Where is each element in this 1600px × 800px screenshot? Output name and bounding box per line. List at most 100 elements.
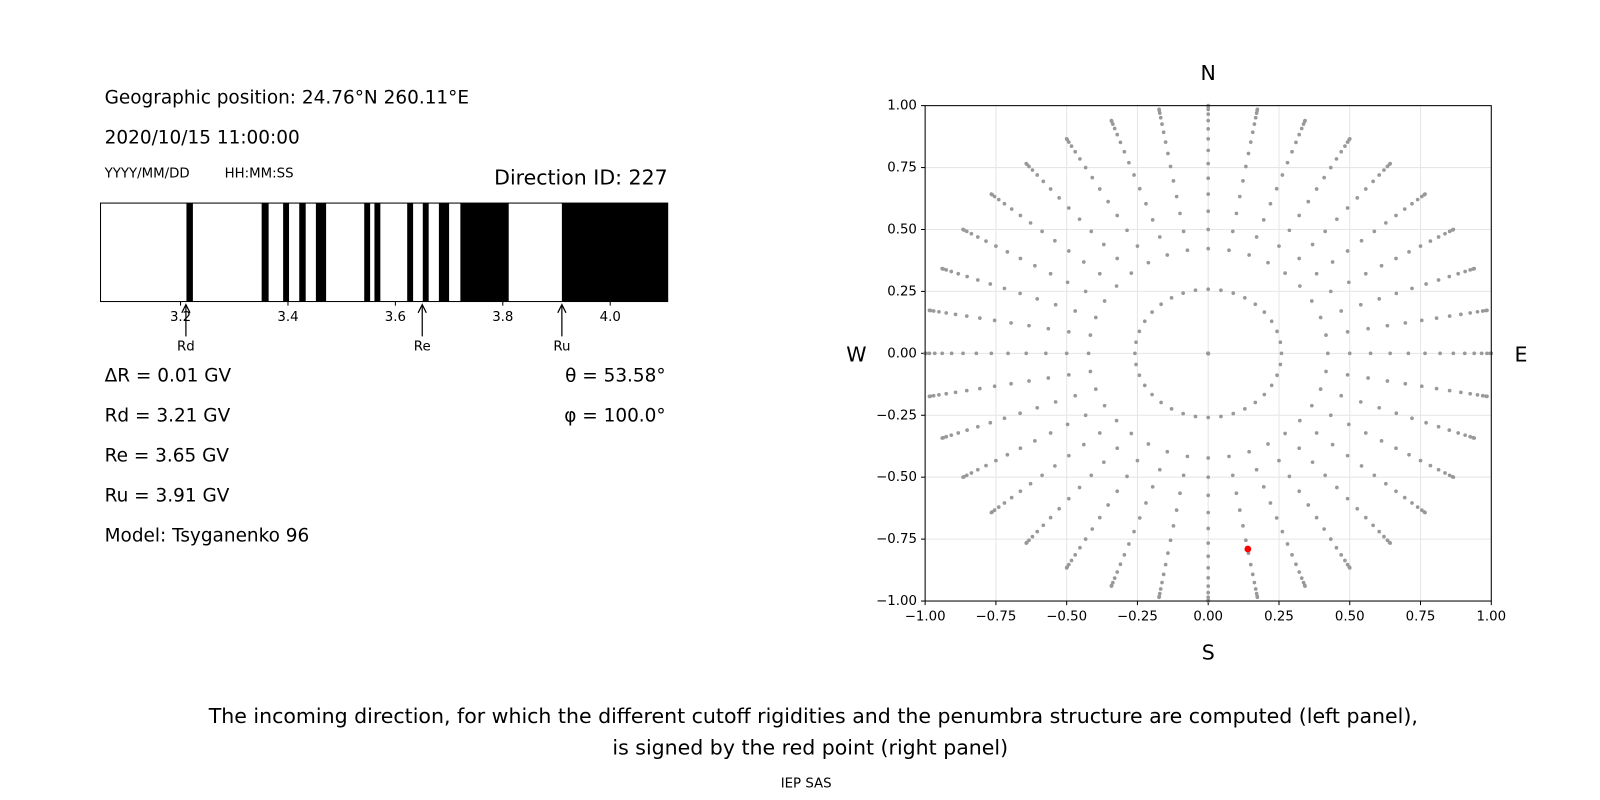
direction-point <box>1358 400 1363 404</box>
direction-point <box>1277 458 1281 463</box>
direction-point <box>1115 132 1120 137</box>
direction-point <box>1171 523 1176 528</box>
direction-point <box>1242 407 1247 411</box>
direction-point <box>1137 516 1142 520</box>
direction-point <box>1150 310 1154 314</box>
direction-point <box>1234 211 1239 216</box>
direction-point <box>1463 433 1467 438</box>
direction-point <box>949 269 954 274</box>
direction-point <box>1102 403 1107 408</box>
direction-point <box>1206 246 1211 251</box>
penumbra-band <box>460 203 509 302</box>
direction-point <box>1328 413 1333 418</box>
direction-point <box>1142 383 1147 388</box>
direction-point <box>1415 505 1420 509</box>
direction-point <box>1231 291 1236 295</box>
direction-point <box>1166 151 1170 156</box>
direction-point <box>1447 314 1452 318</box>
direction-point <box>1127 160 1131 165</box>
direction-point <box>1157 467 1162 472</box>
direction-point <box>956 271 961 276</box>
direction-point <box>1135 458 1140 463</box>
x-tick-label: 3.4 <box>277 310 298 325</box>
direction-point <box>1355 506 1360 511</box>
direction-point <box>1115 256 1120 261</box>
direction-point <box>1363 271 1368 276</box>
direction-point <box>1066 496 1071 501</box>
direction-point <box>1328 165 1333 170</box>
y-tick-label: 0.75 <box>887 161 917 176</box>
x-tick-label: −0.25 <box>1117 609 1158 624</box>
direction-point <box>964 388 969 393</box>
direction-point <box>1206 112 1211 116</box>
direction-point <box>1346 280 1351 285</box>
direction-point <box>1002 416 1007 421</box>
direction-point <box>1250 130 1255 135</box>
direction-point <box>1314 187 1319 191</box>
direction-point <box>1230 229 1235 234</box>
direction-point <box>1135 244 1140 248</box>
x-tick-label: 4.0 <box>600 310 621 325</box>
direction-point <box>1371 523 1375 528</box>
direction-point <box>1171 179 1176 183</box>
direction-point <box>1443 231 1447 236</box>
direction-point <box>1290 553 1294 557</box>
direction-point <box>1255 595 1260 600</box>
direction-point <box>1250 572 1255 577</box>
direction-point <box>1298 418 1302 423</box>
direction-point <box>1377 297 1382 301</box>
direction-point <box>1048 271 1053 276</box>
direction-point <box>1078 157 1082 161</box>
direction-point <box>1434 316 1439 320</box>
direction-point <box>1241 179 1245 183</box>
y-tick-label: −0.50 <box>876 470 917 485</box>
direction-point <box>1206 176 1211 181</box>
direction-point <box>1115 489 1120 494</box>
direction-point <box>1402 207 1407 211</box>
direction-point <box>1379 263 1384 268</box>
direction-point <box>1206 493 1211 498</box>
position: Geographic position: 24.76°N 260.11°E <box>105 87 469 108</box>
direction-point <box>1330 260 1335 264</box>
direction-point <box>1372 473 1377 478</box>
penumbra-band <box>299 203 306 302</box>
penumbra-band <box>407 203 414 302</box>
y-tick-label: 1.00 <box>887 99 917 114</box>
direction-point <box>1334 545 1339 550</box>
direction-point <box>944 311 949 315</box>
direction-point <box>1053 464 1057 468</box>
direction-point <box>1081 260 1086 264</box>
direction-point <box>1394 291 1399 296</box>
direction-point <box>1424 420 1428 425</box>
direction-point <box>1033 439 1037 443</box>
direction-point <box>1402 495 1407 500</box>
direction-point <box>1083 289 1088 294</box>
direction-point <box>1325 351 1330 356</box>
direction-point <box>996 197 1001 202</box>
direction-point <box>1206 456 1211 460</box>
direction-point <box>1451 227 1456 232</box>
direction-point <box>1252 580 1257 585</box>
direction-point <box>1334 157 1339 161</box>
y-tick-label: 0.25 <box>887 284 917 299</box>
direction-point <box>1053 400 1058 404</box>
direction-point <box>1181 473 1186 478</box>
direction-point <box>1078 545 1082 550</box>
direction-point <box>1475 309 1480 314</box>
direction-point <box>989 351 994 356</box>
direction-point <box>1083 537 1088 541</box>
x-tick-label: 0.00 <box>1193 609 1223 624</box>
direction-point <box>1046 376 1051 380</box>
direction-point <box>1383 221 1388 225</box>
direction-point <box>1219 288 1223 293</box>
direction-point <box>1269 383 1274 388</box>
direction-point <box>932 351 937 356</box>
direction-point <box>1150 484 1155 489</box>
direction-point <box>927 308 932 313</box>
direction-point <box>1157 235 1162 239</box>
bar-frame <box>100 202 669 303</box>
direction-point <box>1169 407 1174 411</box>
direction-point <box>1088 369 1093 374</box>
direction-point <box>1027 379 1031 383</box>
direction-point <box>1406 351 1411 356</box>
